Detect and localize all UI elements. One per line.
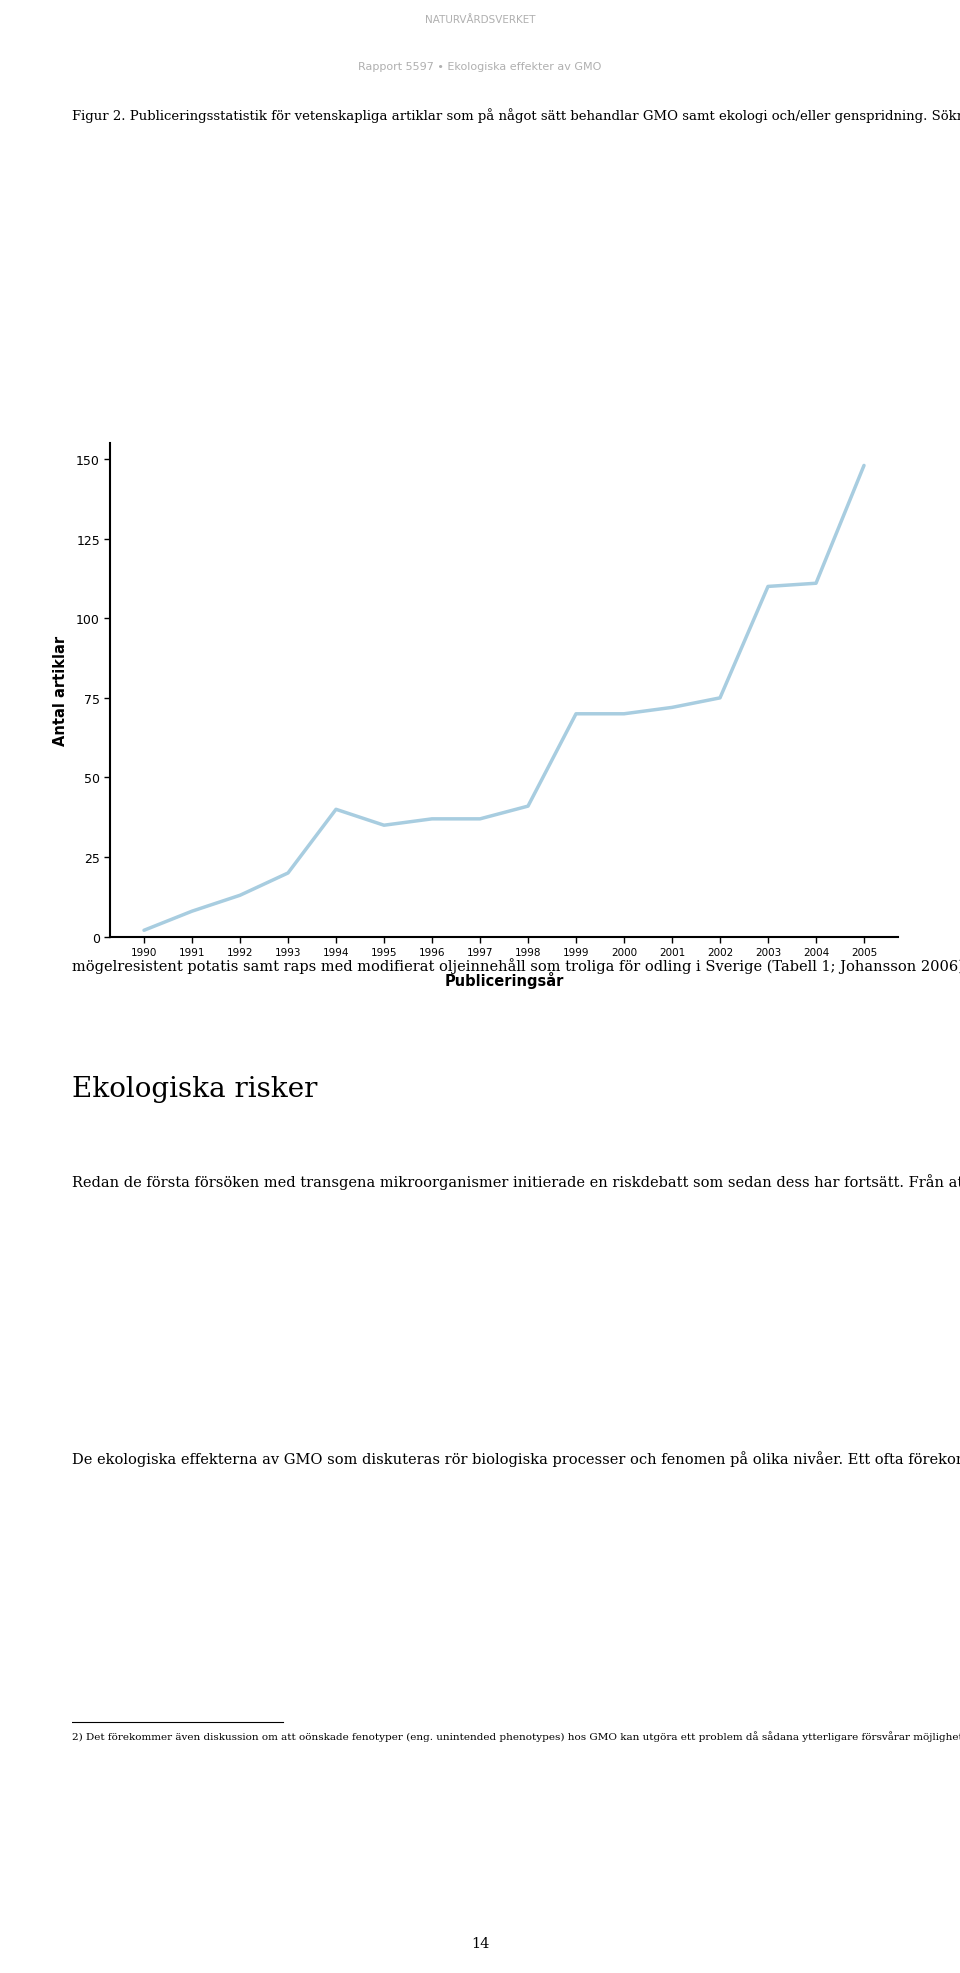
X-axis label: Publiceringsår: Publiceringsår (444, 971, 564, 988)
Text: De ekologiska effekterna av GMO som diskuteras rör biologiska processer och feno: De ekologiska effekterna av GMO som disk… (72, 1450, 960, 1466)
Text: NATURVÅRDSVERKET: NATURVÅRDSVERKET (424, 14, 536, 24)
Text: 2) Det förekommer även diskussion om att oönskade fenotyper (eng. unintended phe: 2) Det förekommer även diskussion om att… (72, 1730, 960, 1740)
Text: mögelresistent potatis samt raps med modifierat oljeinnehåll som troliga för odl: mögelresistent potatis samt raps med mod… (72, 957, 960, 975)
Text: Ekologiska risker: Ekologiska risker (72, 1075, 318, 1103)
Y-axis label: Antal artiklar: Antal artiklar (53, 635, 68, 746)
Text: Figur 2. Publiceringsstatistik för vetenskapliga artiklar som på något sätt beha: Figur 2. Publiceringsstatistik för veten… (72, 109, 960, 124)
Text: 14: 14 (470, 1936, 490, 1951)
Text: Rapport 5597 • Ekologiska effekter av GMO: Rapport 5597 • Ekologiska effekter av GM… (358, 61, 602, 71)
Text: Redan de första försöken med transgena mikroorganismer initierade en riskdebatt : Redan de första försöken med transgena m… (72, 1174, 960, 1190)
